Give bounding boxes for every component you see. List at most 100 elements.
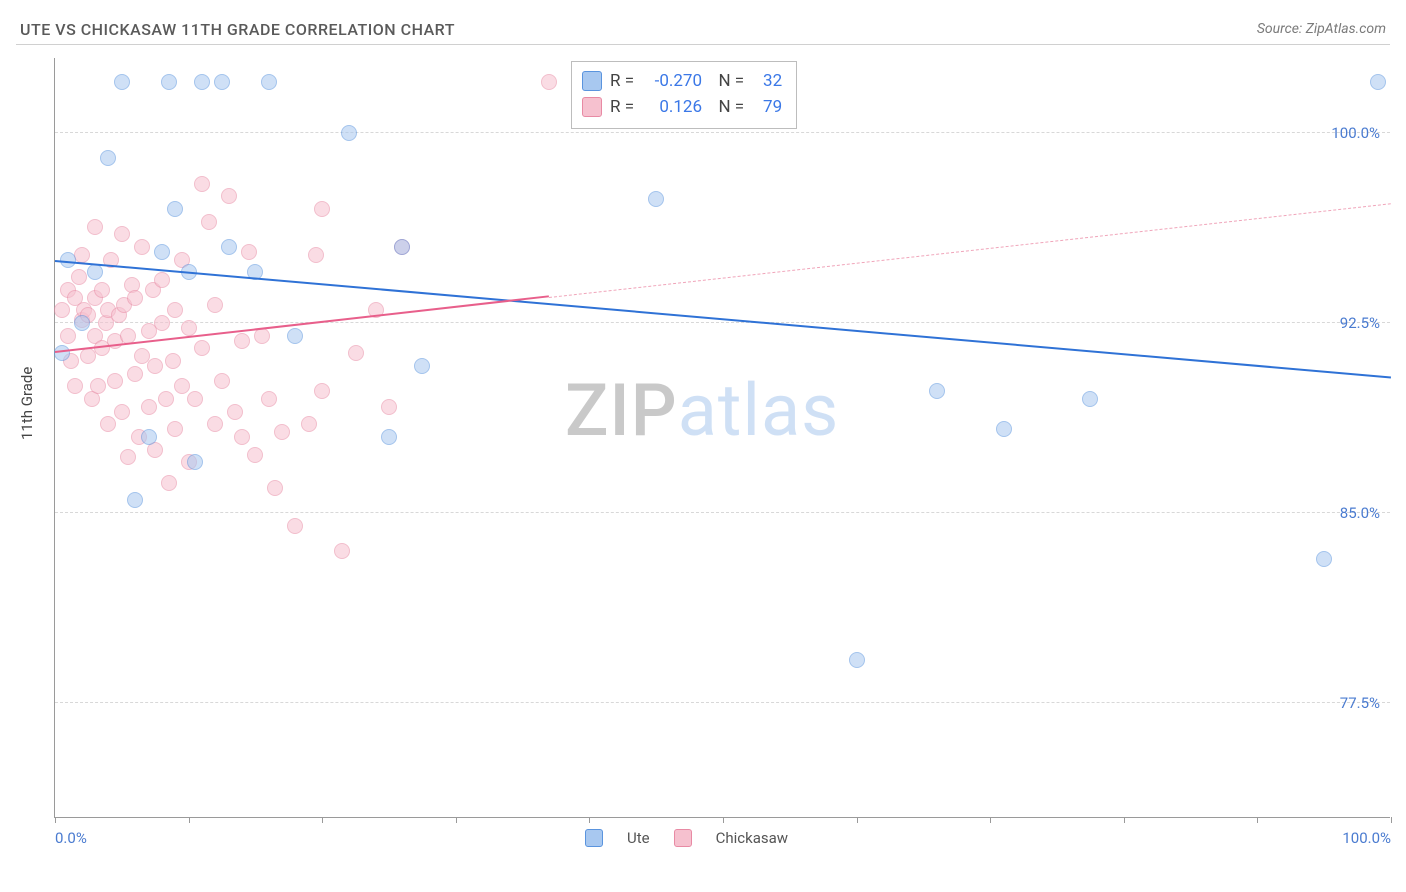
x-tick [1391,817,1392,823]
header-divider [16,44,1390,45]
data-point [127,366,143,382]
stat-n-value: 79 [752,94,782,120]
x-tick [189,817,190,823]
data-point [181,320,197,336]
data-point [227,404,243,420]
data-point [134,239,150,255]
data-point [154,244,170,260]
data-point [60,328,76,344]
data-point [187,454,203,470]
data-point [234,333,250,349]
data-point [167,201,183,217]
x-tick [1124,817,1125,823]
stat-r-label: R = [610,94,634,120]
data-point [127,492,143,508]
data-point [221,239,237,255]
series-swatch [582,97,602,117]
series-swatch [582,71,602,91]
data-point [214,74,230,90]
data-point [161,475,177,491]
x-tick [589,817,590,823]
data-point [127,290,143,306]
x-tick-label: 0.0% [55,829,87,847]
legend-label: Ute [627,829,650,847]
data-point [648,191,664,207]
data-point [541,74,557,90]
x-tick [857,817,858,823]
data-point [414,358,430,374]
data-point [114,226,130,242]
data-point [94,282,110,298]
gridline-h [55,512,1390,513]
x-tick [723,817,724,823]
gridline-h [55,702,1390,703]
x-tick [55,817,56,823]
data-point [194,74,210,90]
data-point [120,449,136,465]
data-point [167,421,183,437]
data-point [161,74,177,90]
data-point [287,328,303,344]
data-point [394,239,410,255]
data-point [154,272,170,288]
data-point [100,416,116,432]
stat-n-label: N = [710,94,744,120]
data-point [314,383,330,399]
data-point [100,150,116,166]
stats-row: R = -0.270 N = 32 [582,68,782,94]
data-point [234,429,250,445]
legend: Ute Chickasaw [585,829,788,847]
x-tick [1257,817,1258,823]
data-point [261,74,277,90]
data-point [87,219,103,235]
data-point [194,340,210,356]
data-point [107,373,123,389]
data-point [849,652,865,668]
y-tick-label: 85.0% [1340,504,1380,522]
stat-r-label: R = [610,68,634,94]
correlation-stats-box: R = -0.270 N = 32 R = 0.126 N = 79 [571,61,797,129]
stat-r-value: -0.270 [642,68,702,94]
data-point [348,345,364,361]
data-point [334,543,350,559]
stat-n-label: N = [710,68,744,94]
data-point [996,421,1012,437]
y-tick-label: 100.0% [1331,124,1380,142]
data-point [381,429,397,445]
x-tick [322,817,323,823]
data-point [341,125,357,141]
legend-swatch [674,829,692,847]
data-point [114,404,130,420]
data-point [141,399,157,415]
data-point [207,416,223,432]
y-axis-label: 11th Grade [18,367,36,440]
data-point [174,378,190,394]
y-tick-label: 77.5% [1340,694,1380,712]
data-point [1082,391,1098,407]
legend-swatch [585,829,603,847]
data-point [194,176,210,192]
data-point [314,201,330,217]
data-point [54,302,70,318]
data-point [1370,74,1386,90]
data-point [274,424,290,440]
x-tick-label: 100.0% [1342,829,1391,847]
stats-row: R = 0.126 N = 79 [582,94,782,120]
gridline-h [55,322,1390,323]
data-point [301,416,317,432]
data-point [207,297,223,313]
x-tick [456,817,457,823]
data-point [147,358,163,374]
data-point [165,353,181,369]
data-point [167,302,183,318]
data-point [67,378,83,394]
data-point [90,378,106,394]
gridline-h [55,132,1390,133]
data-point [267,480,283,496]
data-point [154,315,170,331]
data-point [187,391,203,407]
x-tick [990,817,991,823]
chart-title: UTE VS CHICKASAW 11TH GRADE CORRELATION … [20,20,455,39]
data-point [247,447,263,463]
data-point [287,518,303,534]
